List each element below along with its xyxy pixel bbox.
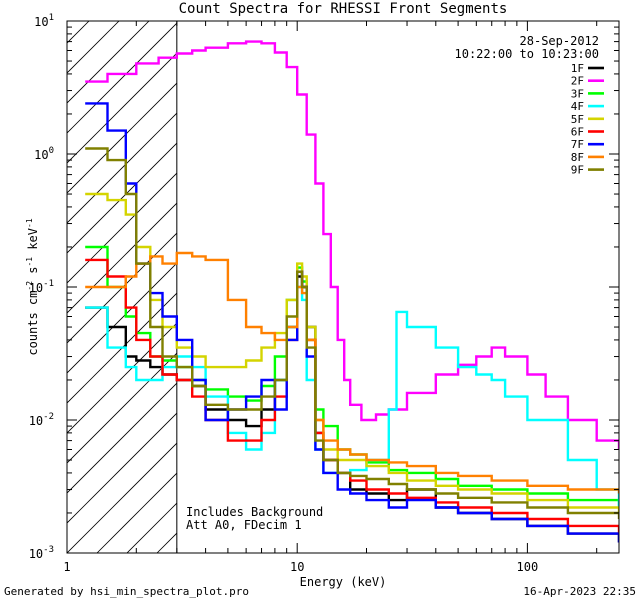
y-tick-label: 100 bbox=[34, 146, 54, 162]
hatch-line bbox=[67, 112, 177, 224]
x-tick-label: 1 bbox=[63, 560, 70, 574]
hatch-line bbox=[67, 412, 177, 524]
time-range-label: 10:22:00 to 10:23:00 bbox=[455, 47, 600, 61]
y-tick-label: 10-1 bbox=[29, 279, 54, 295]
hatch-line bbox=[67, 382, 177, 494]
y-tick-label: 101 bbox=[34, 13, 54, 29]
x-axis-label: Energy (keV) bbox=[300, 575, 387, 589]
legend-label-7F: 7F bbox=[571, 138, 584, 151]
y-tick-label: 10-2 bbox=[29, 412, 54, 428]
y-axis-label: counts cm-2 s-1 keV-1 bbox=[25, 218, 40, 355]
legend-label-2F: 2F bbox=[571, 75, 584, 88]
series-line-9F bbox=[85, 147, 619, 519]
series-line-2F bbox=[85, 40, 619, 450]
hatch-line bbox=[67, 172, 177, 284]
hatch-line bbox=[67, 142, 177, 254]
x-tick-labels: 1 10 100 bbox=[63, 560, 538, 574]
axis-ticks bbox=[66, 20, 619, 554]
annotation-line-1: Includes Background bbox=[186, 505, 323, 519]
legend-label-9F: 9F bbox=[571, 164, 584, 177]
y-tick-labels: 10-3 10-2 10-1 100 101 bbox=[29, 13, 54, 561]
x-tick-label: 100 bbox=[517, 560, 539, 574]
legend-label-8F: 8F bbox=[571, 151, 584, 164]
series-lines bbox=[85, 21, 619, 553]
legend-label-4F: 4F bbox=[571, 100, 584, 113]
annotation-line-2: Att A0, FDecim 1 bbox=[186, 518, 302, 532]
chart-title: Count Spectra for RHESSI Front Segments bbox=[179, 1, 508, 17]
series-line-8F bbox=[85, 251, 619, 494]
y-tick-label: 10-3 bbox=[29, 545, 54, 561]
hatch-line bbox=[67, 352, 177, 464]
legend-label-3F: 3F bbox=[571, 87, 584, 100]
legend-label-5F: 5F bbox=[571, 113, 584, 126]
date-label: 28-Sep-2012 bbox=[520, 34, 599, 48]
footer-generator: Generated by hsi_min_spectra_plot.pro bbox=[4, 585, 249, 598]
x-tick-label: 10 bbox=[290, 560, 304, 574]
shaded-region bbox=[67, 21, 177, 553]
legend-label-6F: 6F bbox=[571, 126, 584, 139]
footer-timestamp: 16-Apr-2023 22:35 bbox=[523, 585, 636, 598]
legend-label-1F: 1F bbox=[571, 62, 584, 75]
